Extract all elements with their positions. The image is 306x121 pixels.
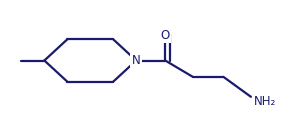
Text: NH₂: NH₂ (254, 95, 276, 108)
Text: N: N (132, 54, 140, 67)
Text: O: O (161, 29, 170, 42)
